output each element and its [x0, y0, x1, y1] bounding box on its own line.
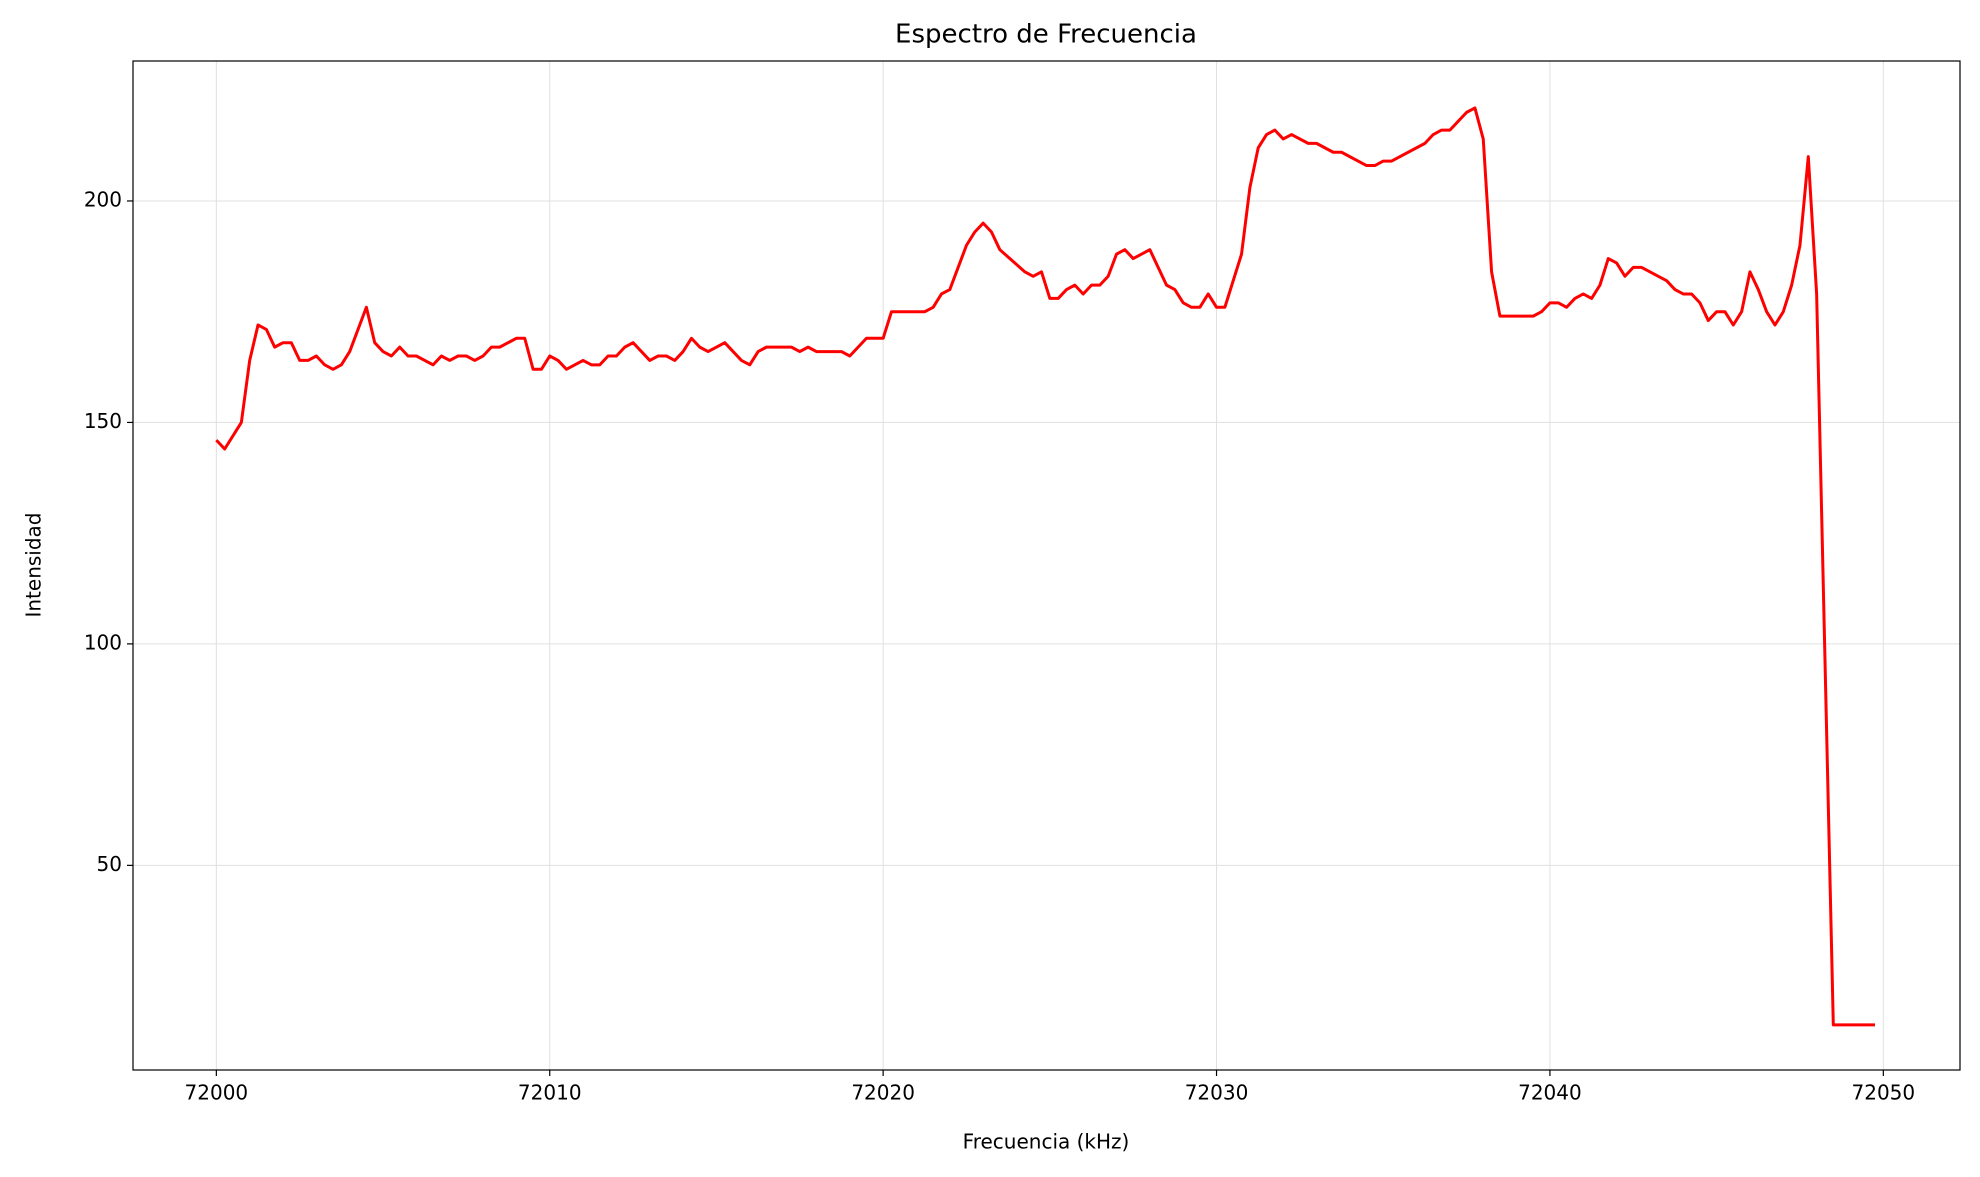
x-tick-label: 72050 — [1852, 1081, 1916, 1105]
data-line — [215, 106, 1875, 1027]
x-tick-label: 72000 — [185, 1081, 249, 1105]
chart-title: Espectro de Frecuencia — [895, 20, 1197, 50]
y-tick-label: 200 — [84, 187, 122, 211]
x-tick-label: 72040 — [1518, 1081, 1582, 1105]
plot-frame — [132, 60, 1961, 1071]
y-tick-label: 100 — [84, 630, 122, 654]
x-tick-label: 72030 — [1185, 1081, 1249, 1105]
x-axis-label: Frecuencia (kHz) — [963, 1130, 1130, 1154]
y-tick-label: 150 — [84, 409, 122, 433]
x-tick-label: 72010 — [518, 1081, 582, 1105]
y-tick-label: 50 — [97, 852, 122, 876]
y-axis-label: Intensidad — [22, 512, 46, 617]
x-tick-label: 72020 — [851, 1081, 915, 1105]
